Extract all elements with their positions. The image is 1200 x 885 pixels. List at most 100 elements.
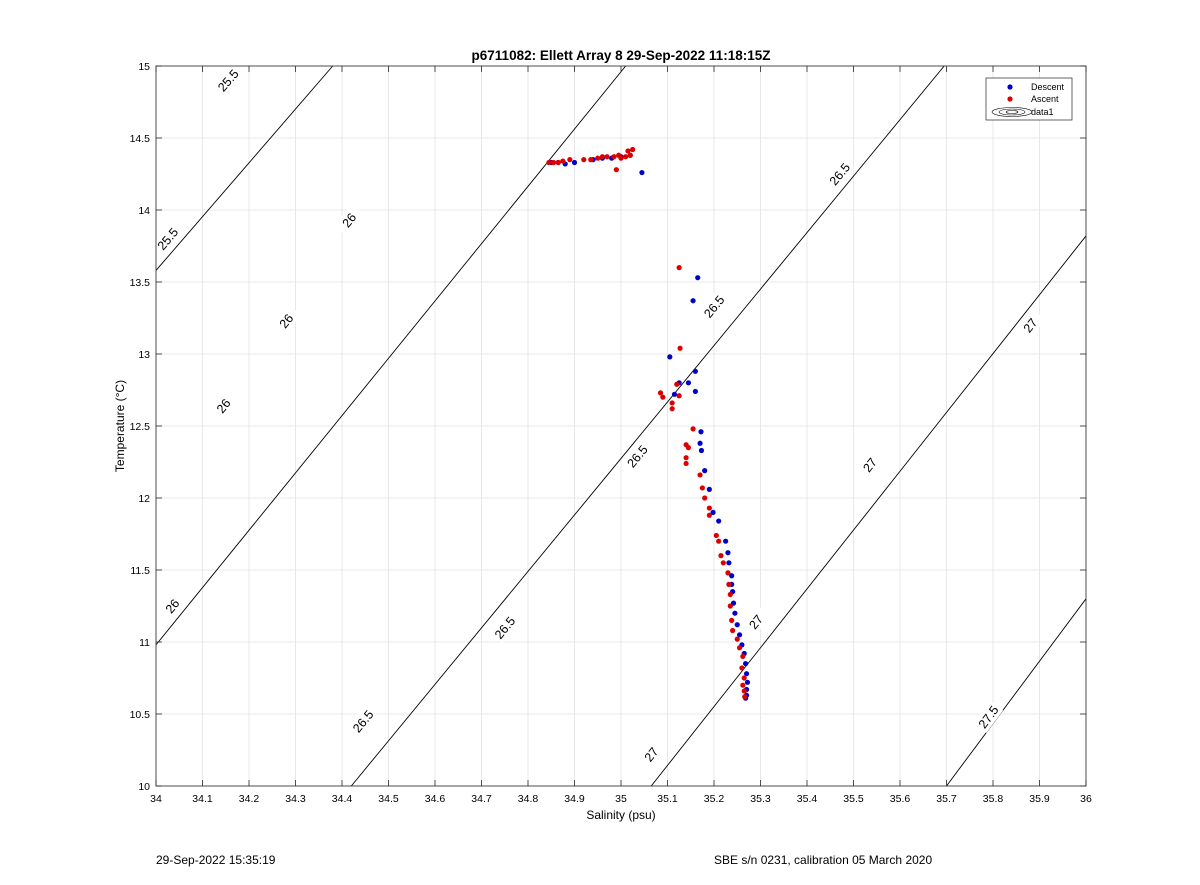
- x-tick-label: 35.6: [890, 793, 911, 805]
- ascent-point: [627, 152, 633, 158]
- ascent-point: [560, 158, 566, 164]
- ascent-point: [741, 688, 747, 694]
- isopycnal-line-25.5: [155, 65, 334, 271]
- descent-point: [710, 509, 716, 515]
- y-tick-label: 12.5: [130, 421, 151, 433]
- legend-ascent-label: Ascent: [1031, 94, 1059, 104]
- isopycnal-label-bg: [698, 290, 730, 323]
- ascent-point: [699, 485, 705, 491]
- isopycnal-label-bg: [212, 64, 244, 97]
- ascent-point: [740, 653, 746, 660]
- ascent-point: [713, 532, 719, 539]
- x-tick-label: 34.8: [518, 793, 539, 805]
- ascent-point: [729, 617, 735, 624]
- descent-point: [698, 429, 704, 435]
- isopycnal-label-bg: [333, 204, 365, 236]
- isopycnal-label: 27: [1021, 316, 1041, 336]
- ascent-point: [625, 148, 631, 154]
- ascent-point: [674, 381, 680, 387]
- isopycnal-label-bg: [973, 700, 1004, 733]
- isopycnal-label: 27: [860, 455, 880, 475]
- x-tick-label: 35: [615, 793, 627, 805]
- descent-point: [671, 391, 678, 397]
- ascent-point: [736, 645, 743, 651]
- ascent-point: [683, 460, 689, 467]
- y-tick-label: 12: [138, 493, 150, 505]
- isopycnal-line-26: [155, 65, 626, 646]
- descent-point: [726, 560, 732, 566]
- isopycnal-line-27: [650, 235, 1087, 787]
- descent-point: [729, 573, 735, 579]
- ascent-point: [623, 154, 629, 160]
- x-tick-label: 34.6: [425, 793, 446, 805]
- y-axis-label: Temperature (°C): [113, 380, 127, 472]
- isopycnal-label-bg: [271, 304, 302, 337]
- x-tick-label: 34.3: [285, 793, 306, 805]
- x-tick-label: 35.5: [843, 793, 864, 805]
- ascent-point: [739, 665, 745, 671]
- x-tick-label: 35.9: [1029, 793, 1050, 805]
- isopycnal-label: 26: [340, 211, 360, 231]
- ascent-point: [669, 406, 675, 412]
- x-tick-label: 35.4: [797, 793, 818, 805]
- ascent-point: [706, 512, 712, 518]
- footer-calibration: SBE s/n 0231, calibration 05 March 2020: [714, 853, 933, 867]
- ascent-point: [676, 393, 682, 399]
- isopycnal-label: 27: [746, 612, 766, 632]
- x-tick-label: 34: [150, 793, 162, 805]
- ascent-point: [616, 152, 622, 158]
- y-tick-label: 15: [138, 61, 150, 73]
- ascent-point: [727, 603, 733, 609]
- legend-box: [985, 77, 1073, 121]
- descent-point: [697, 440, 703, 446]
- x-tick-label: 35.7: [936, 793, 957, 805]
- y-tick-label: 10: [138, 781, 150, 793]
- isopycnal-label-bg: [824, 158, 855, 190]
- isopycnal-label: 26: [214, 396, 234, 416]
- ascent-point: [725, 570, 731, 576]
- descent-point: [698, 447, 705, 454]
- ascent-point: [613, 167, 619, 173]
- isopycnal-label: 26: [277, 311, 297, 331]
- ascent-point: [718, 553, 724, 559]
- x-tick-label: 35.8: [983, 793, 1004, 805]
- legend: Descent Ascent data1: [985, 77, 1073, 121]
- isopycnal-label-bg: [489, 611, 520, 644]
- isopycnal-label-bg: [1015, 309, 1046, 342]
- descent-point: [723, 538, 729, 544]
- x-tick-label: 34.9: [564, 793, 585, 805]
- isopycnal-label-bg: [854, 448, 885, 481]
- ascent-point: [741, 675, 747, 681]
- density-contours: 25.525.52626262626.526.526.526.526.52727…: [152, 64, 1087, 787]
- ascent-point: [740, 682, 746, 688]
- ascent-point: [588, 157, 594, 163]
- ascent-point: [611, 154, 617, 160]
- x-tick-label: 34.5: [378, 793, 399, 805]
- chart-title: p6711082: Ellett Array 8 29-Sep-2022 11:…: [472, 48, 771, 63]
- descent-point: [706, 486, 712, 492]
- x-tick-label: 34.4: [332, 793, 353, 805]
- descent-point: [743, 671, 750, 677]
- x-axis-label: Salinity (psu): [586, 808, 655, 822]
- ascent-point: [706, 505, 712, 511]
- isopycnal-line-27.5: [946, 598, 1087, 787]
- x-tick-label: 35.3: [750, 793, 771, 805]
- descent-point: [667, 354, 673, 360]
- isopycnal-label-bg: [157, 590, 188, 622]
- y-tick-label: 11: [139, 637, 150, 649]
- descent-point: [685, 380, 692, 386]
- isopycnal-label-bg: [208, 389, 239, 422]
- ascent-point: [730, 627, 736, 634]
- descent-point: [734, 622, 740, 628]
- ascent-point: [555, 159, 561, 166]
- y-tick-label: 14.5: [130, 133, 151, 145]
- ascent-point: [685, 445, 692, 451]
- ascent-point: [734, 636, 740, 642]
- ascent-point: [683, 455, 689, 461]
- data-points: [546, 146, 751, 701]
- descent-point: [743, 661, 749, 667]
- ascent-point: [677, 345, 683, 351]
- ascent-point: [546, 159, 552, 166]
- ascent-point: [720, 560, 726, 566]
- ascent-point: [702, 495, 708, 501]
